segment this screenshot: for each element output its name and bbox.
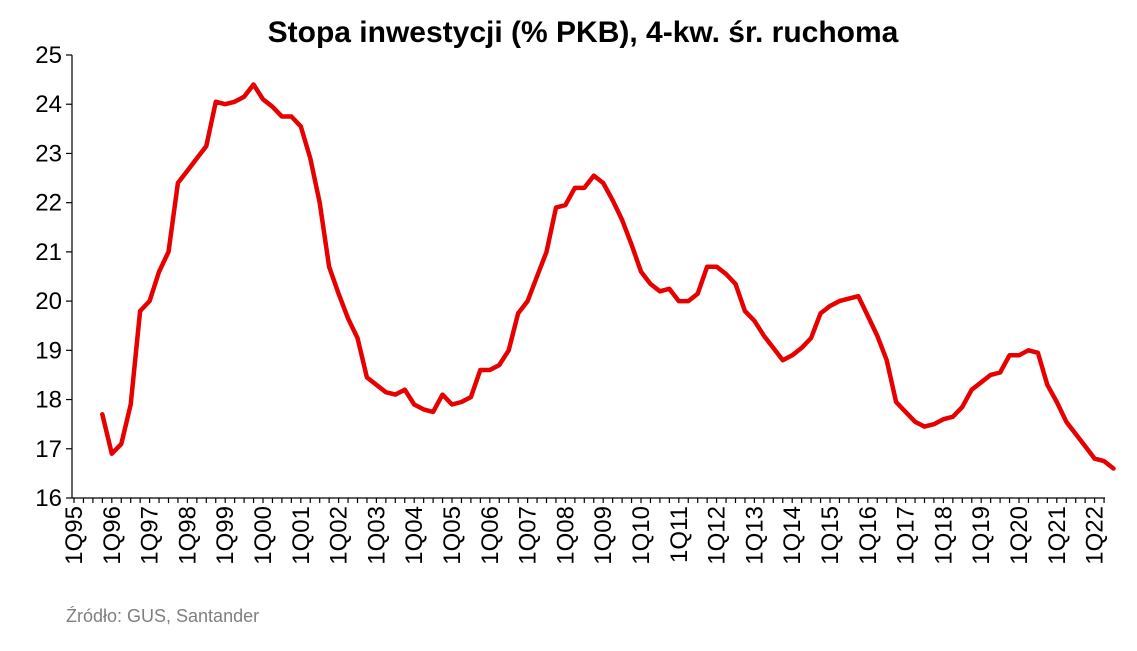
chart-title: Stopa inwestycji (% PKB), 4-kw. śr. ruch… [268,16,899,49]
y-tick-label: 22 [35,190,62,217]
x-tick-label: 1Q02 [326,506,353,565]
x-tick-label: 1Q04 [401,506,428,565]
x-axis: 1Q95 1Q96 1Q97 1Q98 1Q99 1Q00 1Q01 1Q02 1Q03 1Q04… [61,497,1109,565]
x-tick-label: 1Q07 [515,506,542,565]
y-axis: 16 17 18 19 20 21 22 23 24 25 [35,42,73,512]
x-tick-label: 1Q12 [704,506,731,565]
x-tick-label: 1Q20 [1006,506,1033,565]
x-tick-label: 1Q13 [741,506,768,565]
x-tick-label: 1Q01 [288,506,315,565]
x-tick-label: 1Q11 [666,506,693,563]
y-tick-label: 24 [35,91,62,118]
x-tick-label: 1Q00 [250,506,277,565]
x-tick-label: 1Q21 [1044,506,1071,565]
x-tick-label: 1Q14 [779,506,806,565]
x-tick-label: 1Q09 [590,506,617,565]
y-tick-label: 21 [35,239,62,266]
x-tick-label: 1Q15 [817,506,844,565]
x-tick-label: 1Q17 [893,506,920,565]
source-note: Źródło: GUS, Santander [66,606,259,626]
y-tick-label: 19 [35,337,62,364]
x-tick-label: 1Q96 [99,506,126,565]
x-tick-label: 1Q10 [628,506,655,565]
x-tick-label: 1Q19 [968,506,995,565]
x-tick-label: 1Q08 [552,506,579,565]
y-tick-label: 20 [35,288,62,315]
x-tick-label: 1Q98 [174,506,201,565]
x-tick-label: 1Q97 [137,506,164,565]
x-tick-label: 1Q16 [855,506,882,565]
x-tick-label: 1Q03 [363,506,390,565]
x-tick-label: 1Q05 [439,506,466,565]
y-tick-label: 18 [35,387,62,414]
y-tick-label: 25 [35,42,62,69]
x-tick-label: 1Q06 [477,506,504,565]
y-tick-label: 17 [35,436,62,463]
x-tick-label: 1Q95 [61,506,88,565]
x-tick-label: 1Q22 [1082,506,1109,565]
y-tick-label: 16 [35,485,62,512]
x-tick-label: 1Q18 [930,506,957,565]
x-tick-label: 1Q99 [212,506,239,565]
series-group [100,82,1116,471]
y-tick-label: 23 [35,140,62,167]
series-line [100,82,1116,471]
